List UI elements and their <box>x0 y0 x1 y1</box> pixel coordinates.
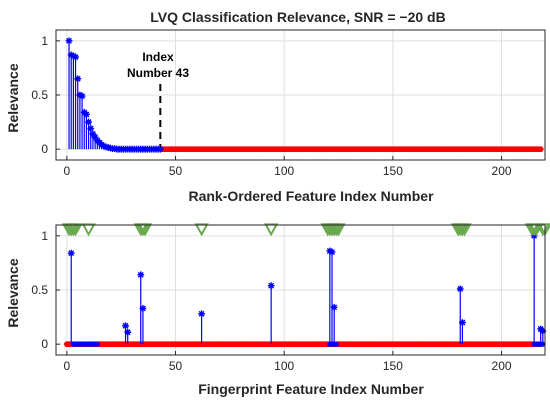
bottom-panel: 0 50 100 150 200 0 0.5 1 Relevance Fingerprint … <box>5 223 550 397</box>
bottom-triangle-marker <box>68 223 83 237</box>
top-stem-marker <box>100 142 108 150</box>
bottom-zero-point-selected <box>333 341 339 347</box>
top-x-tick-label: 100 <box>274 164 294 178</box>
top-panel: LVQ Classification Relevance, SNR = −20 … <box>5 9 546 204</box>
top-stem-marker <box>83 111 90 118</box>
bottom-stem-marker <box>137 271 145 279</box>
top-stem-marker <box>65 37 73 45</box>
annotation-line1: Index <box>142 50 174 64</box>
top-stem-marker <box>89 130 97 138</box>
bottom-stem-marker <box>122 322 129 330</box>
top-x-axis-label: Rank-Ordered Feature Index Number <box>188 188 434 204</box>
top-x-tick-label: 150 <box>383 164 403 178</box>
top-zero-point <box>537 146 544 153</box>
bottom-y-tick-label: 1 <box>41 229 48 243</box>
bottom-ticks: 0 50 100 150 200 0 0.5 1 <box>31 229 512 373</box>
top-y-tick-label: 0.5 <box>31 88 48 102</box>
bottom-triangle-marker <box>537 223 550 237</box>
annotation-line2: Number 43 <box>127 66 189 80</box>
bottom-triangle-marker <box>457 223 472 237</box>
top-stem-marker <box>156 145 164 153</box>
bottom-triangle-marker <box>137 223 153 237</box>
bottom-stem-marker <box>539 327 547 335</box>
bottom-triangle-marker <box>331 223 346 237</box>
bottom-y-tick-label: 0.5 <box>31 283 48 297</box>
top-ticks: 0 50 100 150 200 0 0.5 1 <box>31 34 512 178</box>
bottom-x-tick-label: 0 <box>64 359 71 373</box>
top-x-tick-label: 0 <box>64 164 71 178</box>
top-y-axis-label: Relevance <box>5 63 21 132</box>
bottom-x-tick-label: 100 <box>274 359 294 373</box>
bottom-zero-point-selected <box>94 341 100 347</box>
bottom-triangle-marker <box>263 223 279 237</box>
bottom-stem-marker <box>198 310 206 318</box>
bottom-x-axis-label: Fingerprint Feature Index Number <box>198 381 424 397</box>
top-stem-marker <box>78 92 86 100</box>
bottom-marks <box>61 223 550 348</box>
bottom-stem-marker <box>139 305 147 312</box>
bottom-triangle-marker <box>194 223 209 237</box>
top-stem-marker <box>98 141 106 149</box>
top-stem-marker <box>69 52 77 60</box>
top-stem-marker <box>85 118 92 126</box>
top-stem-marker <box>67 51 75 59</box>
top-y-tick-label: 0 <box>41 142 48 156</box>
bottom-stem-marker <box>459 319 466 326</box>
top-x-tick-label: 50 <box>169 164 183 178</box>
top-stem-marker <box>72 53 79 61</box>
bottom-x-tick-label: 50 <box>169 359 183 373</box>
bottom-x-tick-label: 200 <box>492 359 512 373</box>
top-marks <box>65 37 544 153</box>
bottom-triangle-marker <box>81 223 96 237</box>
top-x-tick-label: 200 <box>492 164 512 178</box>
bottom-stem-marker <box>326 247 334 255</box>
bottom-stem-marker <box>124 328 132 336</box>
bottom-y-tick-label: 0 <box>41 337 48 351</box>
bottom-x-tick-label: 150 <box>383 359 403 373</box>
top-stem-marker <box>74 75 82 83</box>
top-stem-marker <box>87 125 95 132</box>
top-stem-marker <box>91 133 99 141</box>
bottom-stem-marker <box>67 249 75 257</box>
bottom-stem-marker <box>328 248 336 256</box>
top-stem-marker <box>76 91 84 99</box>
top-y-tick-label: 1 <box>41 34 48 48</box>
bottom-stem-marker <box>267 282 275 290</box>
bottom-y-axis-label: Relevance <box>5 258 21 327</box>
chart-title: LVQ Classification Relevance, SNR = −20 … <box>150 9 445 25</box>
bottom-stem-marker <box>330 303 338 311</box>
bottom-stem-marker <box>456 285 464 293</box>
